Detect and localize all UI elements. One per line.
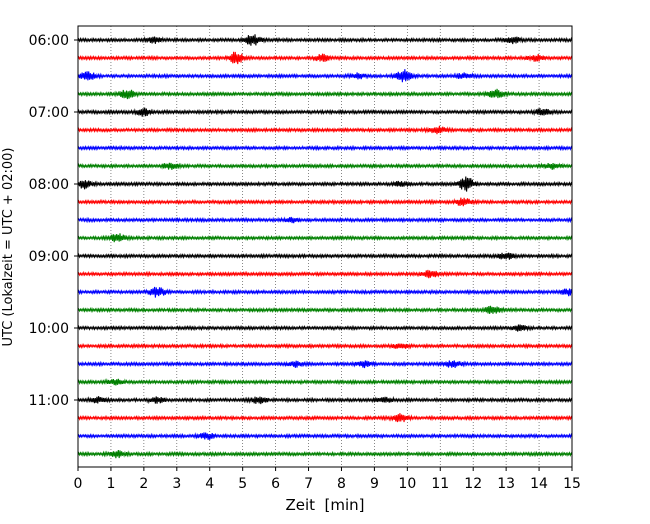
x-tick-label: 4 bbox=[205, 476, 214, 492]
y-ticks: 06:00 07:00 08:00 09:00 10:00 11:00 bbox=[29, 33, 78, 409]
y-tick-label: 09:00 bbox=[29, 249, 69, 265]
trace-line bbox=[77, 342, 573, 350]
x-tick-label: 10 bbox=[398, 476, 416, 492]
x-tick-label: 8 bbox=[337, 476, 346, 492]
trace-line bbox=[77, 233, 573, 243]
x-tick-label: 15 bbox=[563, 476, 581, 492]
y-tick-label: 08:00 bbox=[29, 177, 69, 193]
x-tick-label: 12 bbox=[464, 476, 482, 492]
trace-line bbox=[77, 432, 573, 440]
y-tick-label: 06:00 bbox=[29, 33, 69, 49]
x-tick-label: 9 bbox=[370, 476, 379, 492]
x-axis-label: Zeit [min] bbox=[285, 496, 364, 514]
plot-frame bbox=[77, 25, 573, 468]
trace-line bbox=[77, 125, 573, 135]
trace-line bbox=[77, 162, 573, 170]
y-axis-label: UTC (Lokalzeit = UTC + 02:00) bbox=[1, 148, 16, 347]
trace-line bbox=[77, 69, 573, 83]
y-tick-label: 10:00 bbox=[29, 321, 69, 337]
x-tick-label: 14 bbox=[530, 476, 548, 492]
trace-line bbox=[77, 107, 573, 117]
trace-line bbox=[77, 324, 573, 332]
x-tick-label: 5 bbox=[238, 476, 247, 492]
trace-line bbox=[77, 144, 573, 152]
trace-line bbox=[77, 450, 573, 459]
trace-line bbox=[77, 360, 573, 369]
trace-line bbox=[77, 197, 573, 207]
x-tick-label: 7 bbox=[304, 476, 313, 492]
trace-line bbox=[77, 252, 573, 260]
trace-line bbox=[77, 395, 573, 405]
trace-line bbox=[77, 305, 573, 314]
trace-line bbox=[77, 413, 573, 423]
x-tick-label: 3 bbox=[172, 476, 181, 492]
trace-line bbox=[77, 378, 573, 386]
trace-line bbox=[77, 176, 573, 192]
x-tick-label: 2 bbox=[139, 476, 148, 492]
x-tick-label: 0 bbox=[74, 476, 83, 492]
x-ticks: 0 1 2 3 4 5 6 7 8 9 10 11 12 13 14 15 bbox=[74, 467, 581, 492]
x-tick-label: 1 bbox=[106, 476, 115, 492]
trace-line bbox=[77, 216, 573, 224]
trace-line bbox=[77, 51, 573, 65]
trace-line bbox=[77, 88, 573, 100]
y-tick-label: 07:00 bbox=[29, 105, 69, 121]
y-tick-label: 11:00 bbox=[29, 393, 69, 409]
trace-line bbox=[77, 269, 573, 279]
x-tick-label: 6 bbox=[271, 476, 280, 492]
x-tick-label: 11 bbox=[431, 476, 449, 492]
trace-line bbox=[77, 34, 573, 46]
x-tick-label: 13 bbox=[497, 476, 515, 492]
traces-layer bbox=[77, 34, 573, 459]
trace-line bbox=[77, 286, 573, 298]
